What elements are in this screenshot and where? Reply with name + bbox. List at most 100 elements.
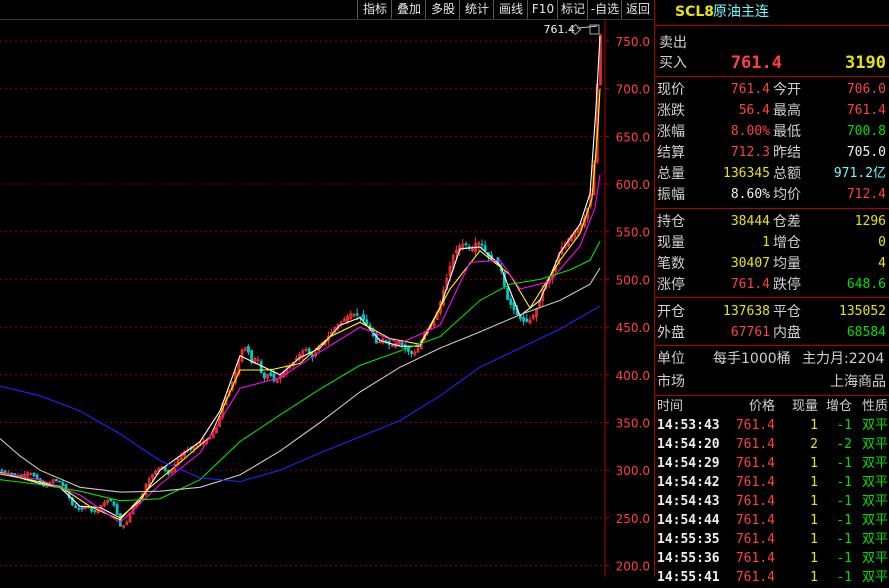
candle-body (170, 469, 174, 474)
quote-panel: SCL8 原油主连 卖出 买入 761.4 3190 现价 761.4 今开 706.… (654, 0, 889, 585)
stat-label: 昨结 (773, 145, 801, 161)
candle-body (115, 504, 119, 515)
tick-cell: -1 (836, 532, 852, 547)
tick-cell: 双平 (861, 494, 888, 509)
candle-body (77, 507, 81, 510)
tick-cell: 761.4 (735, 513, 775, 528)
candle-body (432, 320, 436, 327)
candle-body (346, 316, 350, 323)
candle-body (230, 381, 234, 391)
candle-body (410, 351, 414, 354)
stat-label: 均价 (773, 187, 801, 203)
candle-body (150, 474, 154, 479)
candle-body (64, 484, 68, 492)
stat-value: 135052 (839, 304, 886, 319)
stat-value: 0 (878, 235, 886, 250)
tick-cell: 1 (810, 418, 818, 433)
candle-body (266, 374, 270, 379)
candle-body (512, 301, 516, 311)
tick-cell: 1 (810, 532, 818, 547)
toolbar-button-8[interactable]: 返回 (621, 0, 654, 19)
tick-cell: -1 (836, 456, 852, 471)
last-price-arrow (576, 25, 598, 29)
tick-cell: 1 (810, 456, 818, 471)
tick-header-cell: 现量 (791, 399, 818, 414)
candle-body (528, 319, 532, 324)
candle-body (464, 243, 468, 246)
candle-body (522, 317, 525, 322)
kline-chart-svg: 750.0 700.0 650.0 600.0 550.0 500.0 450.0 400.0… (0, 20, 650, 577)
toolbar-button-3[interactable]: 统计 (459, 0, 494, 19)
candle-body (253, 358, 257, 365)
tick-cell: 14:54:29 (657, 456, 720, 471)
stat-label: 跌停 (773, 277, 801, 293)
stat-value: 68584 (846, 325, 886, 340)
stat-value: 8.00% (730, 124, 770, 139)
stat-row: 涨幅 8.00% 最低 700.8 (655, 122, 889, 142)
candle-body (413, 351, 417, 355)
candle-body (592, 164, 596, 195)
price-axis-label: 600.0 (616, 178, 650, 192)
stat-row: 涨跌 56.4 最高 761.4 (655, 101, 889, 121)
toolbar-button-1[interactable]: 叠加 (391, 0, 426, 19)
stat-value: 30407 (730, 256, 770, 271)
tick-cell: 双平 (861, 532, 888, 547)
price-axis-label: 550.0 (616, 226, 650, 240)
candle-body (26, 472, 30, 476)
ask-row: 卖出 (655, 33, 889, 53)
tick-header-cell: 性质 (861, 399, 888, 414)
stat-row: 开仓 137638 平仓 135052 (655, 302, 889, 322)
candle-body (378, 341, 382, 344)
candle-body (448, 266, 452, 277)
candle-body (240, 349, 244, 362)
tick-header-cell: 时间 (657, 399, 684, 414)
stat-value: 712.4 (846, 187, 886, 202)
candle-body (32, 472, 36, 477)
toolbar-button-0[interactable]: 指标 (357, 0, 392, 19)
candle-body (29, 473, 33, 475)
candle-body (342, 318, 346, 322)
price-axis-label: 650.0 (616, 130, 650, 144)
candle-body (163, 466, 167, 471)
tick-row: 14:54:42 761.4 1 -1 双平 (655, 473, 889, 493)
tick-cell: -1 (836, 418, 852, 433)
candle-body (272, 373, 276, 382)
ma-line-ma60 (0, 241, 601, 502)
stat-label: 涨停 (657, 277, 685, 293)
candle-body (362, 314, 366, 321)
toolbar-button-7[interactable]: -自选 (587, 0, 622, 19)
tick-cell: 双平 (861, 437, 888, 452)
kline-chart[interactable]: 750.0 700.0 650.0 600.0 550.0 500.0 450.0 400.0… (0, 20, 653, 577)
tick-cell: 14:55:41 (657, 570, 720, 585)
tick-cell: 1 (810, 513, 818, 528)
candle-body (35, 474, 39, 480)
toolbar-button-5[interactable]: F10 (527, 0, 558, 19)
candle-body (3, 470, 7, 473)
candle-body (256, 359, 260, 362)
toolbar-button-4[interactable]: 画线 (493, 0, 528, 19)
tick-cell: 14:53:43 (657, 418, 720, 433)
price-axis-label: 750.0 (616, 35, 650, 49)
tick-cell: 双平 (861, 513, 888, 528)
tick-cell: -1 (836, 494, 852, 509)
price-axis-label: 400.0 (616, 369, 650, 383)
stat-row: 现量 1 增仓 0 (655, 233, 889, 253)
toolbar-button-2[interactable]: 多股 (425, 0, 460, 19)
candle-body (259, 361, 263, 373)
stat-label: 总量 (657, 166, 685, 182)
toolbar-button-6[interactable]: 标记 (557, 0, 588, 19)
stat-value: 712.3 (730, 145, 770, 160)
stat-value: 971.2亿 (833, 166, 886, 181)
stat-value: 4 (878, 256, 886, 271)
tick-cell: -1 (836, 551, 852, 566)
stat-row: 现价 761.4 今开 706.0 (655, 80, 889, 100)
stat-label: 结算 (657, 145, 685, 161)
stat-label: 最高 (773, 103, 801, 119)
stat-value: 38444 (730, 214, 770, 229)
tick-cell: 14:54:42 (657, 475, 720, 490)
candle-body (224, 396, 228, 405)
candle-body (74, 505, 77, 509)
candle-body (80, 507, 84, 510)
tick-cell: 761.4 (735, 570, 775, 585)
stat-row: 持仓 38444 仓差 1296 (655, 212, 889, 232)
